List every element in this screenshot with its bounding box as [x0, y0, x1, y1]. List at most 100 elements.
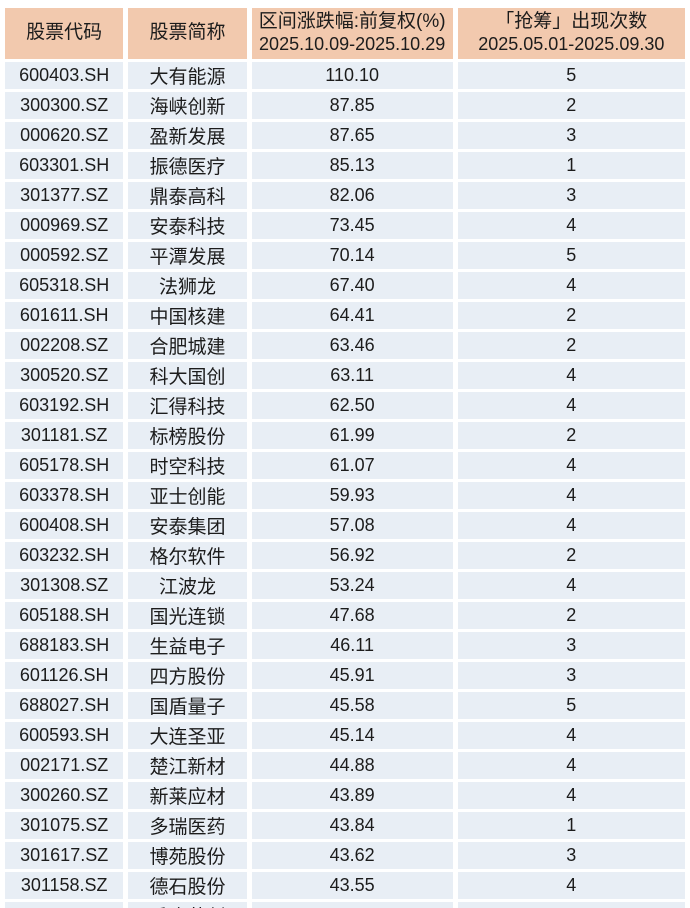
table-cell: 43.25: [251, 902, 453, 908]
table-row: 601126.SH 四方股份 45.91 3: [5, 662, 685, 689]
table-cell: 85.13: [251, 152, 453, 179]
table-cell: 合肥城建: [128, 332, 247, 359]
table-cell: 61.99: [251, 422, 453, 449]
table-cell: 67.40: [251, 272, 453, 299]
table-cell: 4: [457, 392, 685, 419]
table-row: 605318.SH 法狮龙 67.40 4: [5, 272, 685, 299]
table-row: 002171.SZ 楚江新材 44.88 4: [5, 752, 685, 779]
table-row: 301158.SZ 德石股份 43.55 4: [5, 872, 685, 899]
table-cell: 振德医疗: [128, 152, 247, 179]
table-cell: 科大国创: [128, 362, 247, 389]
table-cell: 56.92: [251, 542, 453, 569]
table-cell: 中国核建: [128, 302, 247, 329]
table-cell: 法狮龙: [128, 272, 247, 299]
table-cell: 43.89: [251, 782, 453, 809]
table-cell: 标榜股份: [128, 422, 247, 449]
table-cell: 63.46: [251, 332, 453, 359]
table-row: 000592.SZ 平潭发展 70.14 5: [5, 242, 685, 269]
table-cell: 生益电子: [128, 632, 247, 659]
table-row: 600403.SH 大有能源 110.10 5: [5, 62, 685, 89]
table-cell: 2: [457, 602, 685, 629]
table-row: 688183.SH 生益电子 46.11 3: [5, 632, 685, 659]
table-row: 002208.SZ 合肥城建 63.46 2: [5, 332, 685, 359]
table-cell: 43.55: [251, 872, 453, 899]
table-cell: 300475.SZ: [5, 902, 124, 908]
table-cell: 3: [457, 842, 685, 869]
table-cell: 605188.SH: [5, 602, 124, 629]
table-cell: 3: [457, 632, 685, 659]
table-cell: 多瑞医药: [128, 812, 247, 839]
table-row: 601611.SH 中国核建 64.41 2: [5, 302, 685, 329]
table-cell: 59.93: [251, 482, 453, 509]
table-cell: 4: [457, 572, 685, 599]
table-cell: 600408.SH: [5, 512, 124, 539]
table-cell: 63.11: [251, 362, 453, 389]
table-cell: 301617.SZ: [5, 842, 124, 869]
table-cell: 603192.SH: [5, 392, 124, 419]
table-cell: 605318.SH: [5, 272, 124, 299]
table-cell: 300520.SZ: [5, 362, 124, 389]
table-cell: 43.84: [251, 812, 453, 839]
table-cell: 53.24: [251, 572, 453, 599]
column-header: 股票简称: [128, 8, 247, 59]
table-cell: 博苑股份: [128, 842, 247, 869]
table-cell: 江波龙: [128, 572, 247, 599]
table-cell: 601126.SH: [5, 662, 124, 689]
table-cell: 4: [457, 362, 685, 389]
table-cell: 国盾量子: [128, 692, 247, 719]
table-cell: 4: [457, 452, 685, 479]
table-cell: 43.62: [251, 842, 453, 869]
table-cell: 1: [457, 152, 685, 179]
table-cell: 300300.SZ: [5, 92, 124, 119]
table-cell: 61.07: [251, 452, 453, 479]
table-cell: 688183.SH: [5, 632, 124, 659]
table-row: 605178.SH 时空科技 61.07 4: [5, 452, 685, 479]
table-cell: 5: [457, 692, 685, 719]
table-cell: 87.65: [251, 122, 453, 149]
table-cell: 301181.SZ: [5, 422, 124, 449]
table-row: 600593.SH 大连圣亚 45.14 4: [5, 722, 685, 749]
table-cell: 安泰集团: [128, 512, 247, 539]
table-row: 300475.SZ 香农芯创 43.25 3: [5, 902, 685, 908]
table-cell: 2: [457, 542, 685, 569]
table-cell: 600403.SH: [5, 62, 124, 89]
table-cell: 57.08: [251, 512, 453, 539]
table-cell: 82.06: [251, 182, 453, 209]
table-cell: 603232.SH: [5, 542, 124, 569]
table-cell: 3: [457, 662, 685, 689]
column-header: 「抢筹」出现次数 2025.05.01-2025.09.30: [457, 8, 685, 59]
table-cell: 时空科技: [128, 452, 247, 479]
table-cell: 64.41: [251, 302, 453, 329]
table-cell: 安泰科技: [128, 212, 247, 239]
table-cell: 110.10: [251, 62, 453, 89]
table-row: 000620.SZ 盈新发展 87.65 3: [5, 122, 685, 149]
table-cell: 603301.SH: [5, 152, 124, 179]
table-row: 603378.SH 亚士创能 59.93 4: [5, 482, 685, 509]
table-cell: 鼎泰高科: [128, 182, 247, 209]
table-cell: 45.58: [251, 692, 453, 719]
table-cell: 45.14: [251, 722, 453, 749]
table-cell: 5: [457, 242, 685, 269]
table-cell: 盈新发展: [128, 122, 247, 149]
column-header: 区间涨跌幅:前复权(%) 2025.10.09-2025.10.29: [251, 8, 453, 59]
table-cell: 平潭发展: [128, 242, 247, 269]
table-row: 301075.SZ 多瑞医药 43.84 1: [5, 812, 685, 839]
table-cell: 002171.SZ: [5, 752, 124, 779]
table-cell: 香农芯创: [128, 902, 247, 908]
table-cell: 44.88: [251, 752, 453, 779]
table-cell: 4: [457, 482, 685, 509]
table-cell: 4: [457, 752, 685, 779]
table-cell: 4: [457, 272, 685, 299]
table-row: 301181.SZ 标榜股份 61.99 2: [5, 422, 685, 449]
table-cell: 3: [457, 122, 685, 149]
table-cell: 47.68: [251, 602, 453, 629]
table-cell: 海峡创新: [128, 92, 247, 119]
table-cell: 3: [457, 902, 685, 908]
table-cell: 002208.SZ: [5, 332, 124, 359]
table-cell: 4: [457, 782, 685, 809]
table-header: 股票代码 股票简称 区间涨跌幅:前复权(%) 2025.10.09-2025.10.2…: [5, 8, 685, 59]
table-row: 603192.SH 汇得科技 62.50 4: [5, 392, 685, 419]
table-cell: 楚江新材: [128, 752, 247, 779]
table-cell: 000969.SZ: [5, 212, 124, 239]
table-cell: 46.11: [251, 632, 453, 659]
